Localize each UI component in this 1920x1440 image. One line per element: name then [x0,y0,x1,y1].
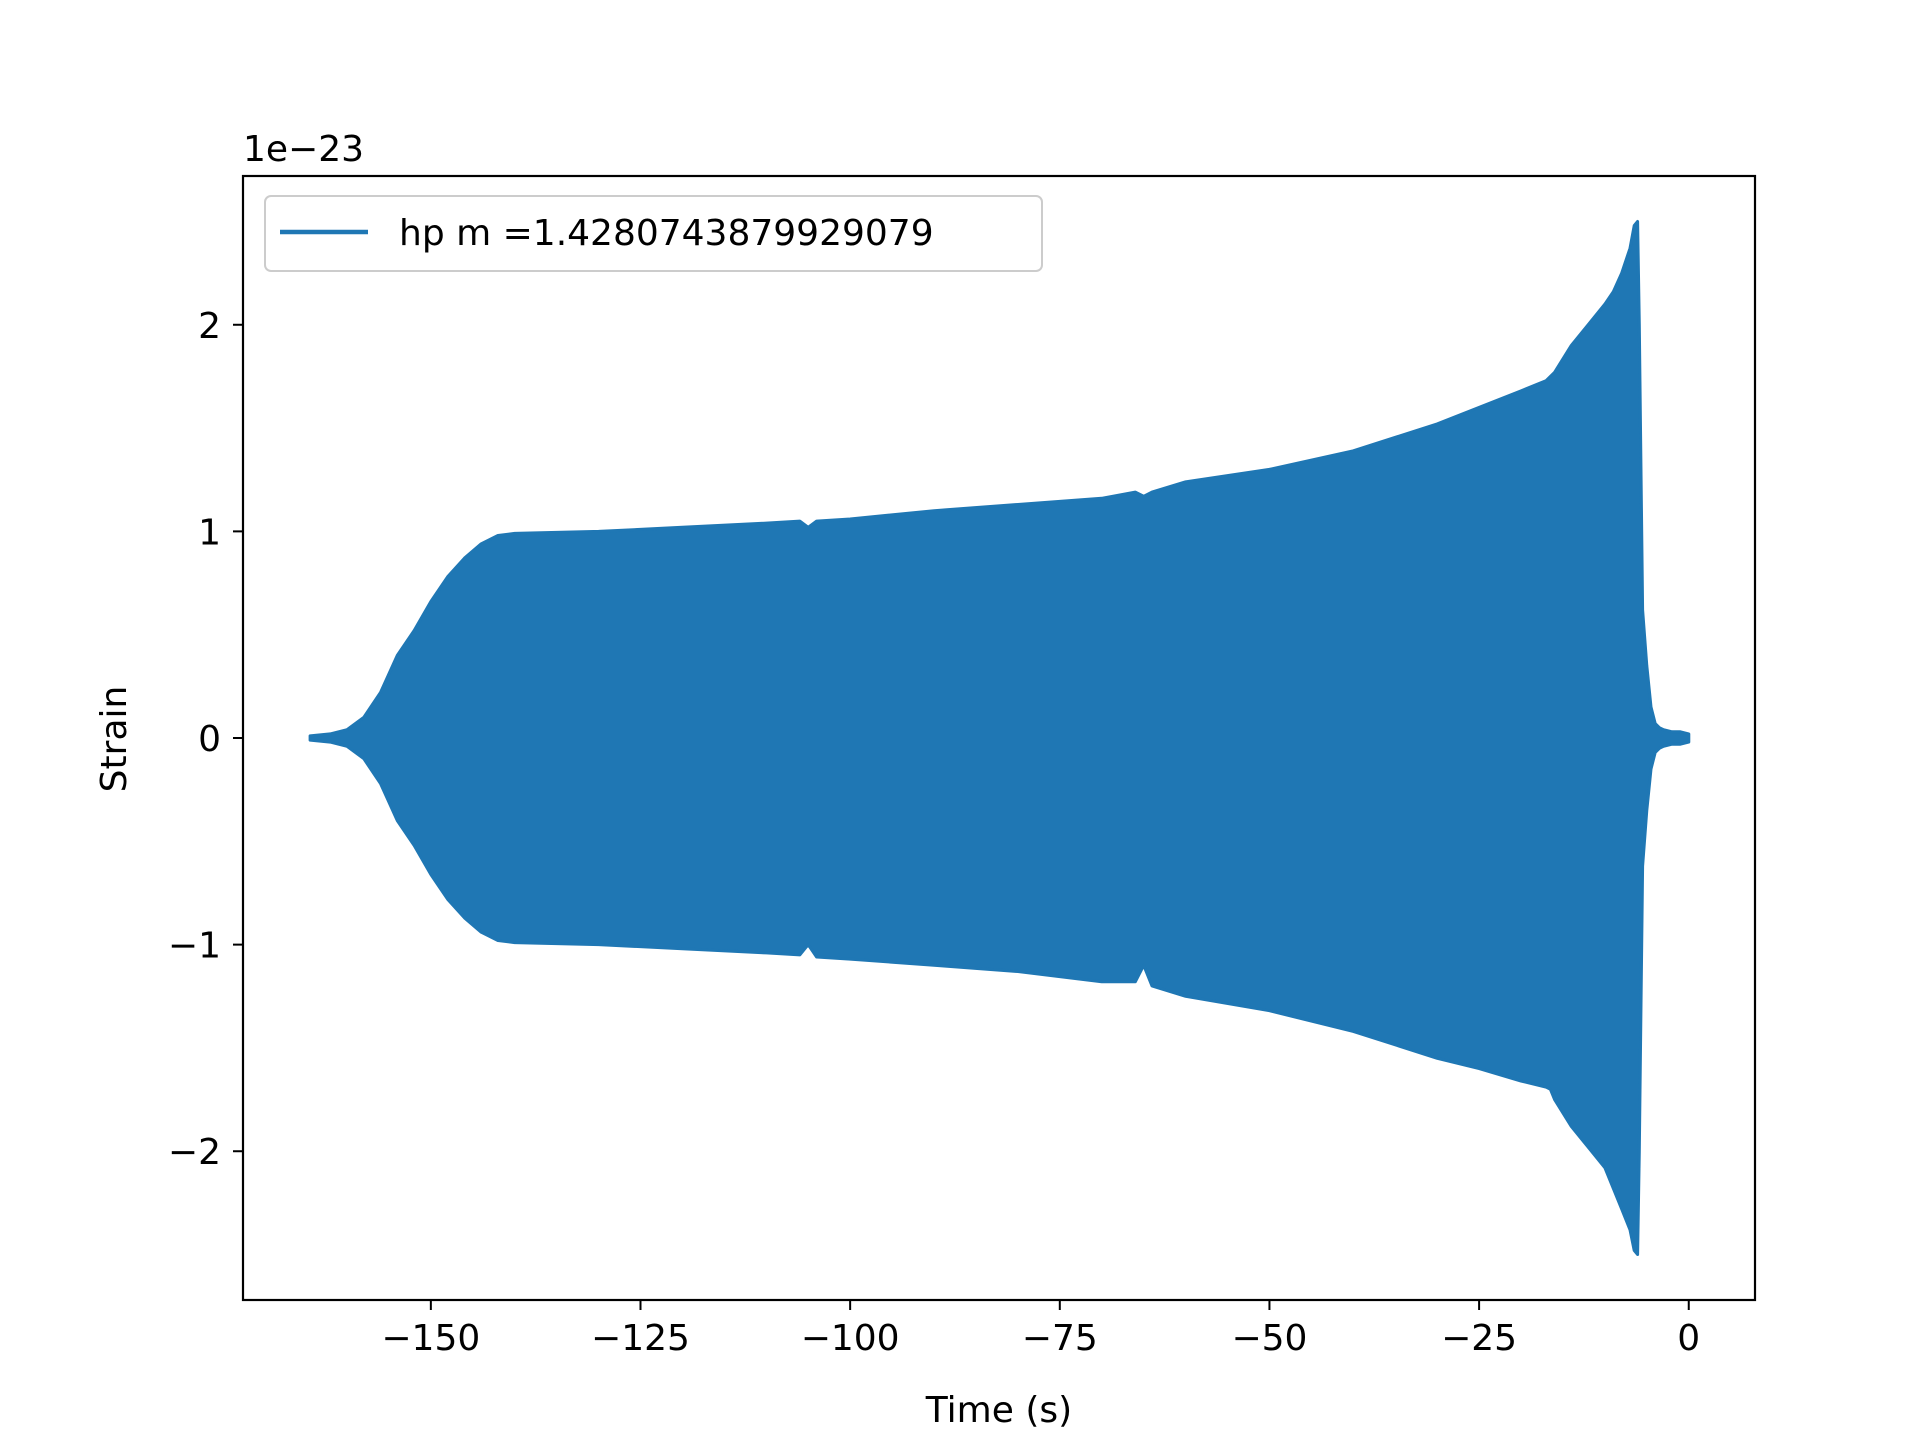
x-tick-label: −150 [381,1318,480,1359]
x-tick-label: 0 [1677,1318,1700,1359]
legend-entry-label: hp m =1.4280743879929079 [399,213,934,254]
x-axis-ticks: −150 −125 −100 −75 −50 −25 0 [381,1300,1700,1359]
x-tick-label: −125 [591,1318,690,1359]
legend-box [264,195,1043,272]
y-tick-label: −2 [168,1132,221,1173]
y-axis-label: Strain [94,686,135,793]
x-tick-label: −50 [1231,1318,1307,1359]
x-tick-label: −75 [1022,1318,1098,1359]
x-tick-label: −100 [801,1318,900,1359]
x-tick-label: −25 [1441,1318,1517,1359]
series-0-envelope [308,220,1691,1256]
y-tick-label: −1 [168,926,221,967]
y-tick-label: 0 [198,719,221,760]
x-axis-label: Time (s) [925,1390,1072,1431]
legend: hp m =1.4280743879929079 [264,195,1043,272]
plot-area [308,220,1691,1256]
y-offset-label: 1e−23 [243,129,364,170]
y-axis-ticks: −2 −1 0 1 2 [168,306,243,1173]
y-tick-label: 2 [198,306,221,347]
y-tick-label: 1 [198,512,221,553]
